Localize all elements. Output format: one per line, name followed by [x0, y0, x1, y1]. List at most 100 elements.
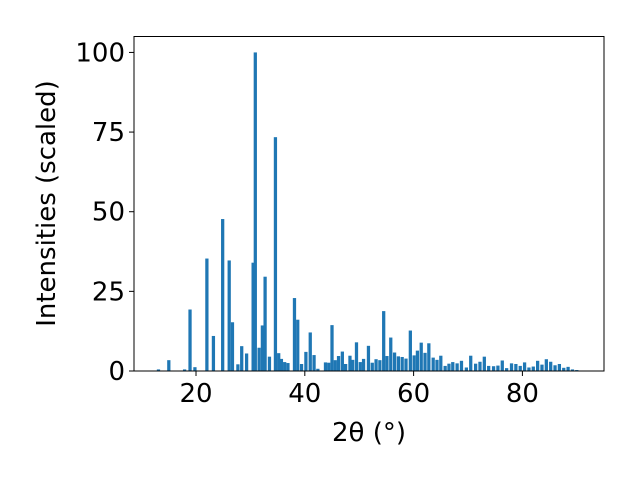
bar — [549, 361, 553, 371]
bar — [415, 350, 420, 371]
x-tick-label: 80 — [506, 379, 539, 409]
bar — [182, 369, 187, 371]
plot-frame — [133, 36, 605, 372]
bar — [211, 335, 216, 371]
bar — [378, 360, 382, 371]
bar — [273, 137, 278, 371]
bar — [439, 355, 443, 371]
y-tick-label: 75 — [92, 118, 125, 148]
bar — [566, 366, 570, 371]
bar — [562, 367, 566, 371]
bar — [221, 219, 225, 371]
bar — [514, 363, 518, 371]
bar — [500, 360, 504, 371]
x-ticks: 20 40 60 80 — [179, 371, 539, 409]
bar — [299, 363, 304, 371]
bar — [323, 362, 328, 371]
bar — [396, 356, 401, 371]
bar — [240, 346, 244, 371]
bar — [251, 262, 255, 371]
bar — [358, 362, 362, 371]
bar — [327, 362, 331, 371]
bar — [336, 356, 341, 371]
bar — [156, 369, 161, 371]
x-tick-label: 40 — [288, 379, 321, 409]
bar — [374, 359, 378, 371]
x-tick-label: 60 — [397, 379, 430, 409]
bar — [509, 363, 514, 371]
y-axis-label: Intensities (scaled) — [32, 80, 62, 327]
bar — [423, 352, 427, 371]
bar — [385, 356, 389, 371]
bar — [451, 362, 455, 371]
bar — [400, 356, 404, 371]
bar — [408, 330, 412, 371]
bar — [283, 362, 287, 371]
bar — [354, 342, 359, 371]
bar — [257, 347, 261, 371]
bar — [340, 351, 344, 371]
bar — [286, 363, 290, 371]
bar — [267, 356, 272, 371]
bar — [296, 319, 300, 371]
y-tick-label: 100 — [75, 38, 125, 68]
bar — [531, 366, 535, 371]
x-tick-label: 20 — [179, 379, 212, 409]
bar — [478, 361, 482, 371]
bar — [392, 352, 397, 371]
bar — [431, 357, 435, 371]
bar — [205, 258, 209, 371]
bar — [447, 363, 451, 371]
bar — [473, 363, 478, 371]
bar — [536, 360, 540, 371]
bar — [504, 368, 509, 371]
bar — [279, 358, 284, 371]
bar — [443, 365, 447, 371]
bar — [343, 363, 348, 371]
bar — [487, 365, 491, 371]
bar — [366, 345, 371, 371]
bar — [312, 355, 316, 371]
bar — [316, 368, 320, 371]
bar — [469, 355, 473, 371]
bar — [435, 359, 439, 371]
bar — [361, 358, 366, 371]
bar — [263, 276, 267, 371]
bar — [382, 311, 386, 371]
bar — [496, 365, 500, 371]
y-tick-label: 0 — [108, 357, 125, 387]
bar — [427, 343, 431, 371]
bars-group — [156, 52, 579, 372]
bar — [277, 353, 281, 371]
bar — [333, 360, 337, 371]
bar — [351, 359, 355, 371]
bar — [527, 367, 531, 371]
bar — [570, 369, 575, 371]
bar — [348, 355, 352, 371]
bar — [188, 309, 192, 371]
bar — [227, 260, 231, 371]
bar — [389, 337, 393, 371]
bar — [236, 364, 240, 371]
bar — [544, 359, 548, 371]
bar — [292, 298, 297, 371]
y-tick-label: 25 — [92, 277, 125, 307]
bar — [253, 52, 257, 372]
bar — [557, 363, 562, 371]
bar — [167, 360, 171, 371]
bar — [260, 325, 265, 371]
bar — [419, 342, 423, 371]
bar — [193, 367, 197, 371]
bar — [553, 365, 557, 371]
bar — [370, 362, 374, 371]
bar — [518, 365, 522, 371]
bar — [522, 362, 527, 371]
bar — [540, 364, 544, 371]
y-ticks: 0 25 50 75 100 — [75, 38, 134, 387]
bar — [412, 355, 416, 371]
bar — [464, 367, 469, 371]
bar — [491, 366, 496, 371]
bar — [482, 356, 486, 371]
bar — [230, 322, 235, 371]
